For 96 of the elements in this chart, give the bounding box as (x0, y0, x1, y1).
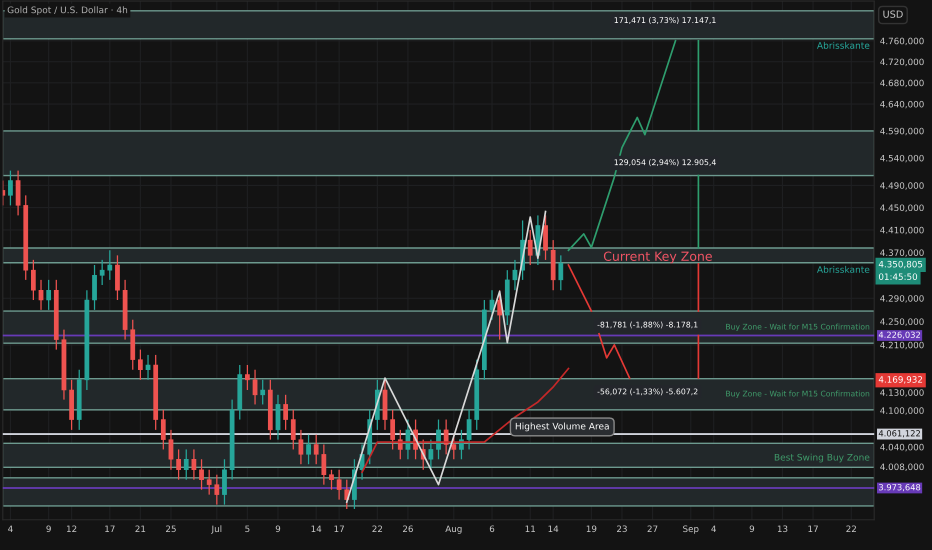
y-tick-label: 4.680,000 (880, 80, 924, 88)
candlestick (138, 348, 143, 380)
annotation: Abrisskante (816, 42, 870, 49)
candlestick (283, 394, 288, 430)
candlestick (107, 250, 112, 281)
candlestick (192, 448, 196, 480)
candlestick (428, 439, 434, 470)
x-tick-label: 17 (334, 526, 344, 532)
y-tick-label: 4.720,000 (880, 58, 924, 66)
x-tick-label: 26 (403, 525, 413, 532)
x-tick-label: 19 (586, 525, 596, 532)
x-tick-label: 12 (66, 525, 76, 532)
candlestick (558, 254, 564, 291)
candlestick (290, 409, 296, 450)
candlestick (490, 290, 494, 320)
annotation: Highest Volume Area (516, 422, 609, 432)
candlestick (466, 409, 472, 450)
ref-line-label: 4.061,122 (878, 430, 920, 438)
x-tick-label: 22 (372, 525, 382, 532)
x-tick-label: Sep (683, 525, 699, 534)
y-tick-label: 4.008,000 (880, 463, 924, 472)
candlestick (168, 429, 174, 470)
candlestick (260, 379, 266, 406)
candlestick (176, 448, 181, 480)
candlestick (206, 469, 212, 496)
candlestick (184, 448, 189, 480)
x-tick-label: 23 (617, 525, 627, 532)
candlestick (30, 259, 36, 301)
x-tick-label: 25 (166, 525, 176, 532)
x-tick-label: 4 (8, 526, 13, 532)
candlestick (512, 259, 518, 291)
text: 4.169,932 (878, 376, 922, 384)
x-tick-label: 14 (312, 526, 322, 532)
candlestick (444, 418, 449, 455)
candlestick (214, 474, 220, 506)
x-tick-label: 9 (46, 525, 51, 532)
text: 4.350,805 (878, 260, 922, 268)
y-tick-label: 4.290,000 (880, 295, 924, 303)
x-tick-label: 9 (750, 525, 754, 532)
y-tick-label: 4.760,000 (880, 38, 924, 46)
candlestick (252, 369, 258, 406)
candlestick (160, 409, 166, 450)
x-tick-label: 5 (245, 526, 250, 532)
candlestick (314, 434, 319, 465)
candlestick (46, 279, 52, 310)
annotation: Best Swing Buy Zone (774, 454, 870, 462)
text: 01:45:50 (878, 273, 918, 280)
candlestick (336, 469, 342, 500)
line-series (568, 40, 676, 252)
y-tick-label: 4.130,000 (880, 389, 924, 397)
y-tick-label: 4.590,000 (880, 128, 924, 136)
candlestick (329, 469, 334, 490)
candlestick (451, 434, 456, 460)
candlestick (406, 418, 410, 460)
y-tick-label: 4.410,000 (880, 226, 924, 234)
x-tick-label: 9 (276, 525, 280, 532)
y-tick-label: 4.640,000 (880, 100, 924, 108)
candlestick (436, 418, 441, 460)
candlestick (321, 444, 326, 486)
y-tick-label: 4.370,000 (880, 249, 924, 257)
text: Gold Spot / U.S. Dollar · 4h (8, 6, 128, 16)
candlestick (100, 259, 105, 286)
x-tick-label: 22 (846, 525, 856, 532)
x-tick-label: Jul (211, 525, 222, 534)
candlestick (199, 458, 204, 490)
line-series (598, 332, 630, 379)
candlestick (245, 364, 250, 391)
y-tick-label: 4.250,000 (880, 318, 924, 326)
annotation: Abrisskante (816, 266, 870, 273)
annotation: Current Key Zone (604, 251, 712, 264)
x-tick-label: 14 (548, 526, 558, 532)
y-tick-label: 4.450,000 (880, 204, 924, 212)
candlestick (390, 409, 396, 450)
candlestick (528, 229, 533, 266)
ref-line-label: 4.226,032 (878, 332, 920, 339)
x-tick-label: 11 (526, 526, 535, 532)
y-tick-label: 4.100,000 (880, 407, 924, 415)
x-tick-label: Aug (445, 526, 462, 534)
x-tick-label: 13 (778, 525, 788, 532)
candlestick (8, 170, 13, 206)
candlestick (298, 429, 304, 465)
y-tick-label: 4.490,000 (880, 182, 924, 190)
candlestick (306, 434, 311, 465)
y-tick-label: 4.540,000 (880, 154, 924, 162)
x-tick-label: 17 (105, 526, 115, 532)
x-tick-label: 21 (135, 525, 146, 532)
y-tick-label: 4.040,000 (880, 444, 924, 452)
x-tick-label: 6 (490, 525, 494, 532)
x-tick-label: 27 (648, 525, 658, 532)
x-tick-label: 4 (711, 526, 716, 532)
y-tick-label: 4.210,000 (880, 342, 924, 350)
ref-line-label: 3.973,648 (879, 484, 920, 492)
x-tick-label: 17 (808, 526, 818, 532)
candlestick (146, 354, 150, 380)
candlestick (38, 279, 44, 310)
y-axis-title: USD (883, 10, 903, 18)
